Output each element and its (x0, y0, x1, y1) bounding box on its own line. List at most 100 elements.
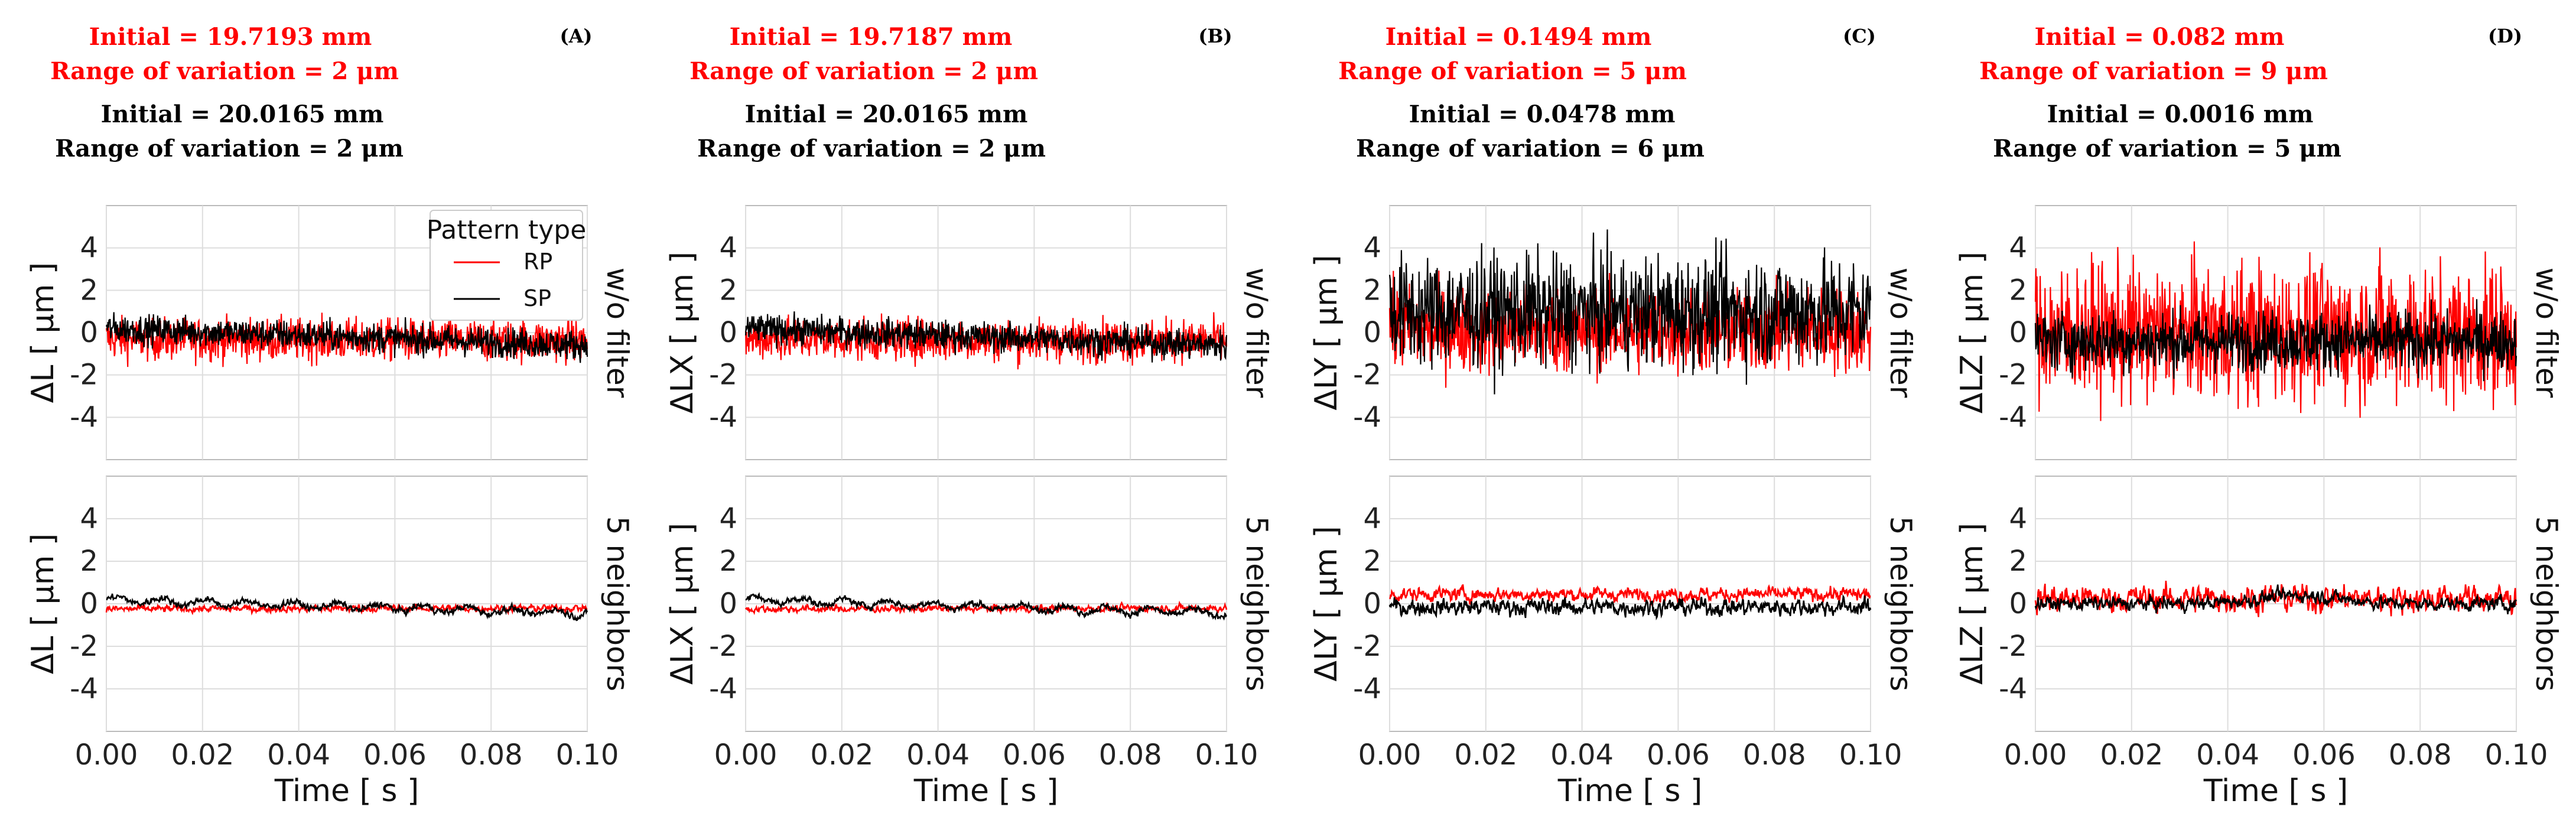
y-tick-label: 4 (1363, 232, 1381, 265)
rp-initial-label: Initial = 0.082 mm (2035, 23, 2285, 51)
row-label: 5 neighbors (1240, 516, 1274, 691)
rp-range-label: Range of variation = 2 μm (689, 57, 1038, 85)
x-axis-label: Time [ s ] (2203, 773, 2349, 809)
y-tick-label: 4 (80, 502, 98, 535)
y-tick-label: -2 (709, 630, 737, 663)
panel-c: Initial = 0.1494 mm Range of variation = … (1309, 23, 1918, 809)
x-tick-label: 0.10 (1195, 738, 1258, 772)
y-axis-label: ΔLY [ μm ] (1309, 526, 1344, 681)
y-tick-label: 2 (2009, 274, 2027, 307)
x-tick-label: 0.00 (1358, 738, 1422, 772)
series-line-sp (1388, 594, 1872, 621)
x-tick-label: 0.06 (1647, 738, 1710, 772)
y-tick-label: 2 (719, 545, 737, 578)
series-line-sp (105, 312, 588, 363)
y-axis-label: ΔL [ μm ] (25, 533, 61, 674)
x-tick-label: 0.00 (75, 738, 138, 772)
rp-range-label: Range of variation = 2 μm (50, 57, 399, 85)
y-tick-label: 0 (719, 316, 737, 349)
x-tick-label: 0.08 (460, 738, 523, 772)
subplot-filtered: 4 2 0 -2 -4 ΔLX [ μm ] 5 neighbors 0.00 0.02 0.04… (665, 476, 1274, 809)
rp-initial-label: Initial = 19.7187 mm (730, 23, 1013, 51)
y-tick-label: 2 (1363, 545, 1381, 578)
x-tick-label: 0.04 (2196, 738, 2259, 772)
y-tick-label: 4 (1363, 502, 1381, 535)
x-tick-label: 0.00 (714, 738, 778, 772)
rp-initial-label: Initial = 0.1494 mm (1385, 23, 1652, 51)
row-label: w/o filter (600, 268, 635, 398)
y-tick-label: -4 (70, 401, 98, 434)
rp-range-label: Range of variation = 5 μm (1338, 57, 1687, 85)
y-tick-label: 2 (80, 274, 98, 307)
sp-range-label: Range of variation = 2 μm (697, 135, 1046, 162)
x-tick-label: 0.02 (1454, 738, 1517, 772)
y-tick-label: 0 (80, 587, 98, 620)
x-tick-label: 0.02 (171, 738, 234, 772)
x-tick-label: 0.08 (2389, 738, 2452, 772)
row-label: w/o filter (1240, 268, 1274, 398)
x-tick-label: 0.06 (1003, 738, 1066, 772)
sp-initial-label: Initial = 0.0478 mm (1409, 100, 1676, 128)
row-label: 5 neighbors (2529, 516, 2564, 691)
y-tick-label: 2 (2009, 545, 2027, 578)
row-label: 5 neighbors (600, 516, 635, 691)
sp-range-label: Range of variation = 6 μm (1356, 135, 1705, 162)
sp-initial-label: Initial = 20.0165 mm (101, 100, 384, 128)
series-line-sp (2034, 584, 2518, 614)
y-axis-label: ΔLX [ μm ] (665, 252, 700, 414)
sp-range-label: Range of variation = 5 μm (1993, 135, 2341, 162)
y-tick-label: 4 (2009, 502, 2027, 535)
y-tick-label: 4 (719, 502, 737, 535)
x-tick-label: 0.04 (906, 738, 970, 772)
subplot-filtered: 4 2 0 -2 -4 ΔL [ μm ] 5 neighbors 0.00 0.02 0.04 0… (25, 476, 635, 809)
y-axis-label: ΔL [ μm ] (25, 262, 61, 403)
x-tick-label: 0.08 (1743, 738, 1806, 772)
y-tick-label: 0 (719, 587, 737, 620)
x-tick-label: 0.10 (1839, 738, 1902, 772)
y-tick-label: -2 (70, 630, 98, 663)
legend-label-sp: SP (523, 285, 551, 311)
series-line-sp (106, 593, 588, 621)
subplot-filtered: 4 2 0 -2 -4 ΔLY [ μm ] 5 neighbors 0.00 0.02 0.04… (1309, 476, 1918, 809)
legend-title: Pattern type (427, 215, 587, 245)
sp-range-label: Range of variation = 2 μm (55, 135, 404, 162)
panel-letter: (C) (1843, 25, 1876, 47)
x-tick-label: 0.00 (2004, 738, 2067, 772)
y-tick-label: -4 (709, 672, 737, 705)
y-tick-label: -4 (70, 672, 98, 705)
series-line-rp (1388, 584, 1871, 607)
rp-initial-label: Initial = 19.7193 mm (89, 23, 372, 51)
series-line-rp (105, 313, 588, 367)
y-axis-label: ΔLZ [ μm ] (1954, 252, 1990, 414)
panel-d: Initial = 0.082 mm Range of variation = 9… (1954, 23, 2564, 809)
x-axis-label: Time [ s ] (913, 773, 1059, 809)
y-axis-label: ΔLY [ μm ] (1309, 255, 1344, 410)
y-tick-label: 0 (1363, 587, 1381, 620)
x-axis-label: Time [ s ] (274, 773, 419, 809)
rp-range-label: Range of variation = 9 μm (1979, 57, 2328, 85)
subplot-filtered: 4 2 0 -2 -4 ΔLZ [ μm ] 5 neighbors 0.00 0.02 0.04… (1954, 476, 2564, 809)
sp-initial-label: Initial = 0.0016 mm (2047, 100, 2314, 128)
y-axis-label: ΔLZ [ μm ] (1954, 523, 1990, 685)
y-tick-label: 0 (2009, 316, 2027, 349)
x-tick-label: 0.02 (810, 738, 873, 772)
y-tick-label: -4 (709, 401, 737, 434)
y-tick-label: 2 (1363, 274, 1381, 307)
y-tick-label: -2 (70, 359, 98, 392)
x-tick-label: 0.08 (1099, 738, 1162, 772)
y-tick-label: 0 (80, 316, 98, 349)
panel-letter: (B) (1198, 25, 1232, 47)
subplot-raw: 4 2 0 -2 -4 ΔLY [ μm ] w/o filter (1309, 205, 1918, 460)
y-tick-label: -2 (1999, 359, 2027, 392)
subplot-raw: 4 2 0 -2 -4 ΔLX [ μm ] w/o filter (665, 205, 1274, 460)
panel-a: Initial = 19.7193 mm Range of variation =… (25, 23, 635, 809)
x-tick-label: 0.06 (2292, 738, 2356, 772)
x-tick-label: 0.06 (363, 738, 427, 772)
x-tick-label: 0.10 (556, 738, 619, 772)
series-line-sp (745, 592, 1228, 621)
x-axis-label: Time [ s ] (1557, 773, 1703, 809)
y-tick-label: -2 (1999, 630, 2027, 663)
y-tick-label: -2 (709, 359, 737, 392)
legend-label-rp: RP (523, 249, 552, 275)
